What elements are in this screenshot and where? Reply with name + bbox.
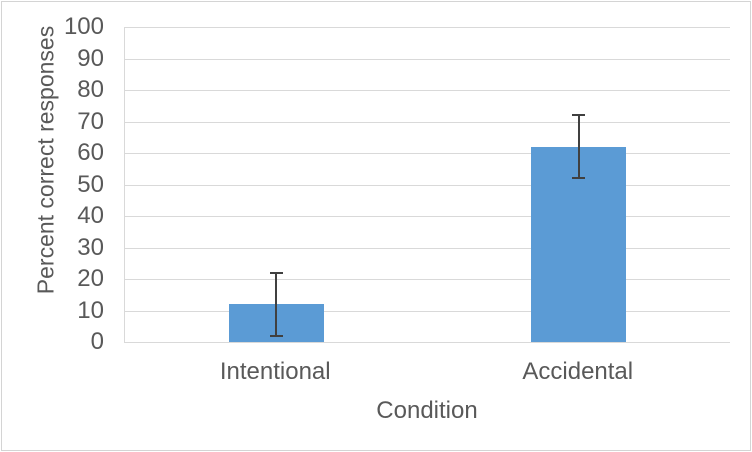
error-bar-cap-lower-intentional <box>269 334 283 337</box>
category-label-accidental: Accidental <box>522 358 634 385</box>
y-tick-label-40: 40 <box>77 202 104 229</box>
x-axis-category-labels: Intentional Accidental <box>0 358 752 388</box>
error-bar-cap-upper-accidental <box>572 114 586 117</box>
y-tick-label-20: 20 <box>77 265 104 292</box>
gridline-90 <box>125 58 730 60</box>
gridline-30 <box>125 247 730 249</box>
y-axis-tick-labels: 0 10 20 30 40 50 60 70 80 90 100 <box>0 0 104 452</box>
y-tick-label-80: 80 <box>77 76 104 103</box>
gridline-100 <box>125 27 730 28</box>
gridline-40 <box>125 216 730 217</box>
error-bar-cap-upper-intentional <box>269 271 283 274</box>
error-bar-cap-lower-accidental <box>572 177 586 180</box>
gridline-20 <box>125 279 730 280</box>
y-tick-label-100: 100 <box>63 13 104 40</box>
y-tick-label-90: 90 <box>77 44 104 72</box>
y-tick-label-70: 70 <box>77 107 104 135</box>
gridline-50 <box>125 184 730 186</box>
y-tick-label-0: 0 <box>90 328 104 355</box>
y-tick-label-60: 60 <box>77 139 104 166</box>
gridline-60 <box>125 153 730 154</box>
y-tick-label-30: 30 <box>77 233 104 261</box>
error-bar-intentional <box>275 272 278 336</box>
gridline-10 <box>125 310 730 312</box>
gridline-70 <box>125 121 730 123</box>
category-label-intentional: Intentional <box>219 358 331 385</box>
x-axis-title: Condition <box>376 397 478 424</box>
error-bar-accidental <box>577 115 580 179</box>
y-tick-label-50: 50 <box>77 170 104 198</box>
y-tick-label-10: 10 <box>77 296 104 324</box>
bar-accidental <box>531 146 627 342</box>
gridline-80 <box>125 90 730 91</box>
plot-area <box>124 27 730 343</box>
